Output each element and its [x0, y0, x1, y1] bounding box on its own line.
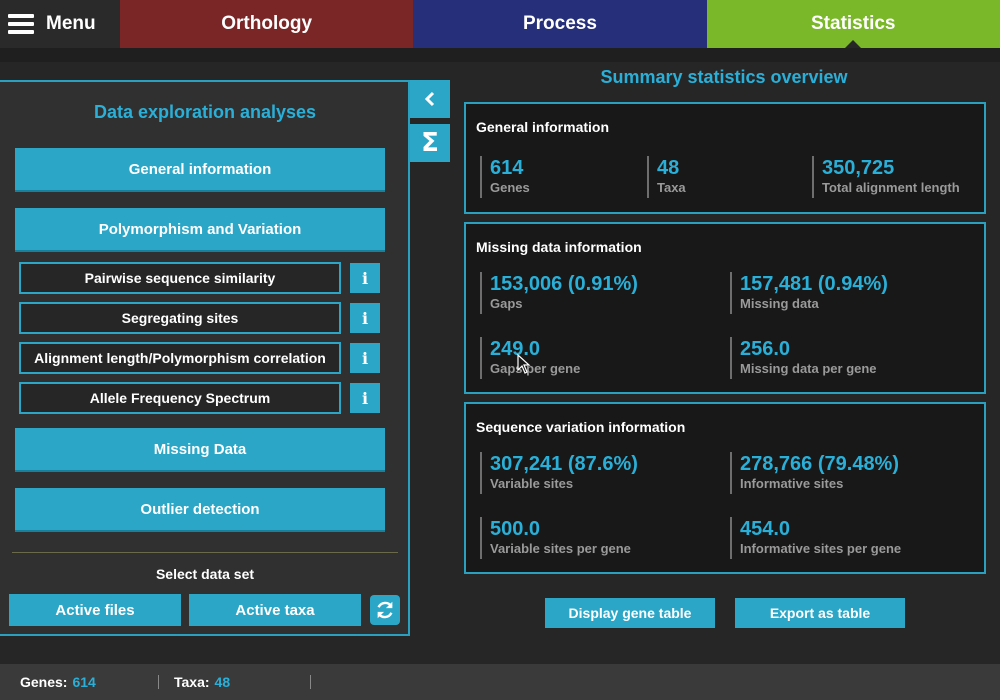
stat-value: 157,481 (0.94%): [740, 273, 888, 295]
genes-count-label: Genes:: [20, 674, 68, 690]
gaps-stat: 153,006 (0.91%) Gaps: [480, 272, 638, 314]
stat-label: Gaps per gene: [490, 361, 581, 376]
segregating-sites-button[interactable]: Segregating sites: [19, 302, 341, 334]
divider: [158, 675, 159, 689]
list-item: Segregating sites i: [19, 302, 381, 334]
genes-count-value: 614: [72, 674, 96, 690]
list-item: Pairwise sequence similarity i: [19, 262, 381, 294]
summary-title: Summary statistics overview: [600, 67, 848, 87]
stat-value: 500.0: [490, 518, 541, 540]
missing-data-button[interactable]: Missing Data: [15, 428, 385, 472]
taxa-count-value: 48: [214, 674, 231, 690]
polymorphism-variation-button[interactable]: Polymorphism and Variation: [15, 208, 385, 252]
tab-orthology-label: Orthology: [221, 13, 313, 34]
divider: [310, 675, 311, 689]
general-information-card: General information 614 Genes 48 Taxa 35…: [464, 102, 986, 214]
stat-value: 153,006 (0.91%): [490, 273, 638, 295]
summary-statistics-button[interactable]: Σ: [410, 124, 450, 162]
stat-value: 278,766 (79.48%): [740, 453, 900, 475]
chevron-left-icon: [424, 91, 435, 107]
stat-label: Total alignment length: [822, 180, 960, 195]
active-files-button[interactable]: Active files: [9, 594, 181, 626]
taxa-count: Taxa: 48: [174, 674, 310, 690]
tab-statistics-label: Statistics: [811, 13, 896, 34]
stat-value: 614: [490, 157, 524, 179]
stat-label: Missing data per gene: [740, 361, 877, 376]
stat-value: 307,241 (87.6%): [490, 453, 638, 475]
refresh-icon: [377, 601, 393, 619]
list-item: Alignment length/Polymorphism correlatio…: [19, 342, 381, 374]
stat-value: 350,725: [822, 157, 895, 179]
stat-label: Gaps: [490, 296, 523, 311]
active-taxa-button[interactable]: Active taxa: [189, 594, 361, 626]
tab-orthology[interactable]: Orthology: [120, 0, 414, 48]
tab-statistics[interactable]: Statistics: [706, 0, 1000, 49]
genes-count: Genes: 614: [20, 674, 158, 690]
stat-value: 249.0: [490, 338, 541, 360]
allele-frequency-spectrum-button[interactable]: Allele Frequency Spectrum: [19, 382, 341, 414]
informative-per-gene-stat: 454.0 Informative sites per gene: [730, 517, 901, 559]
variable-sites-stat: 307,241 (87.6%) Variable sites: [480, 452, 638, 494]
tab-process-label: Process: [522, 13, 597, 34]
stat-label: Informative sites: [740, 476, 844, 491]
card-title: Missing data information: [476, 239, 642, 255]
card-title: Sequence variation information: [476, 419, 686, 435]
stat-value: 454.0: [740, 518, 791, 540]
menu-label: Menu: [46, 13, 96, 34]
mouse-pointer-icon: [517, 354, 531, 374]
panel-title: Data exploration analyses: [93, 102, 317, 122]
card-title: General information: [476, 119, 610, 135]
outlier-detection-button[interactable]: Outlier detection: [15, 488, 385, 532]
info-icon[interactable]: i: [350, 343, 380, 373]
genes-stat: 614 Genes: [480, 156, 530, 198]
stat-label: Taxa: [657, 180, 686, 195]
variable-per-gene-stat: 500.0 Variable sites per gene: [480, 517, 631, 559]
hamburger-icon: [8, 14, 34, 34]
missing-data-card: Missing data information 153,006 (0.91%)…: [464, 222, 986, 394]
refresh-button[interactable]: [370, 595, 400, 625]
taxa-stat: 48 Taxa: [647, 156, 686, 198]
taxa-count-label: Taxa:: [174, 674, 210, 690]
sigma-icon: Σ: [421, 128, 439, 158]
missing-data-stat: 157,481 (0.94%) Missing data: [730, 272, 888, 314]
list-item: Allele Frequency Spectrum i: [19, 382, 381, 414]
status-bar: Genes: 614 Taxa: 48: [0, 664, 1000, 700]
alignment-length-stat: 350,725 Total alignment length: [812, 156, 960, 198]
length-polymorphism-correlation-button[interactable]: Alignment length/Polymorphism correlatio…: [19, 342, 341, 374]
collapse-panel-button[interactable]: [410, 80, 450, 118]
tab-process[interactable]: Process: [413, 0, 707, 48]
divider: [12, 552, 398, 553]
info-icon[interactable]: i: [350, 383, 380, 413]
sequence-variation-card: Sequence variation information 307,241 (…: [464, 402, 986, 574]
info-icon[interactable]: i: [350, 263, 380, 293]
gaps-per-gene-stat: 249.0 Gaps per gene: [480, 337, 580, 379]
general-information-button[interactable]: General information: [15, 148, 385, 192]
select-data-set-label: Select data set: [155, 566, 255, 582]
active-tab-indicator: [844, 40, 863, 49]
subheader-strip: [0, 48, 1000, 62]
data-exploration-panel: Data exploration analyses General inform…: [0, 80, 410, 636]
top-navigation-bar: Menu Orthology Process Statistics: [0, 0, 1000, 49]
stat-label: Variable sites: [490, 476, 574, 491]
stat-value: 48: [657, 157, 680, 179]
stat-label: Genes: [490, 180, 530, 195]
informative-sites-stat: 278,766 (79.48%) Informative sites: [730, 452, 899, 494]
info-icon[interactable]: i: [350, 303, 380, 333]
display-gene-table-button[interactable]: Display gene table: [545, 598, 715, 628]
missing-per-gene-stat: 256.0 Missing data per gene: [730, 337, 877, 379]
stat-label: Informative sites per gene: [740, 541, 902, 556]
pairwise-similarity-button[interactable]: Pairwise sequence similarity: [19, 262, 341, 294]
menu-button[interactable]: Menu: [0, 0, 120, 48]
stat-label: Missing data: [740, 296, 819, 311]
export-table-button[interactable]: Export as table: [735, 598, 905, 628]
stat-value: 256.0: [740, 338, 791, 360]
stat-label: Variable sites per gene: [490, 541, 631, 556]
